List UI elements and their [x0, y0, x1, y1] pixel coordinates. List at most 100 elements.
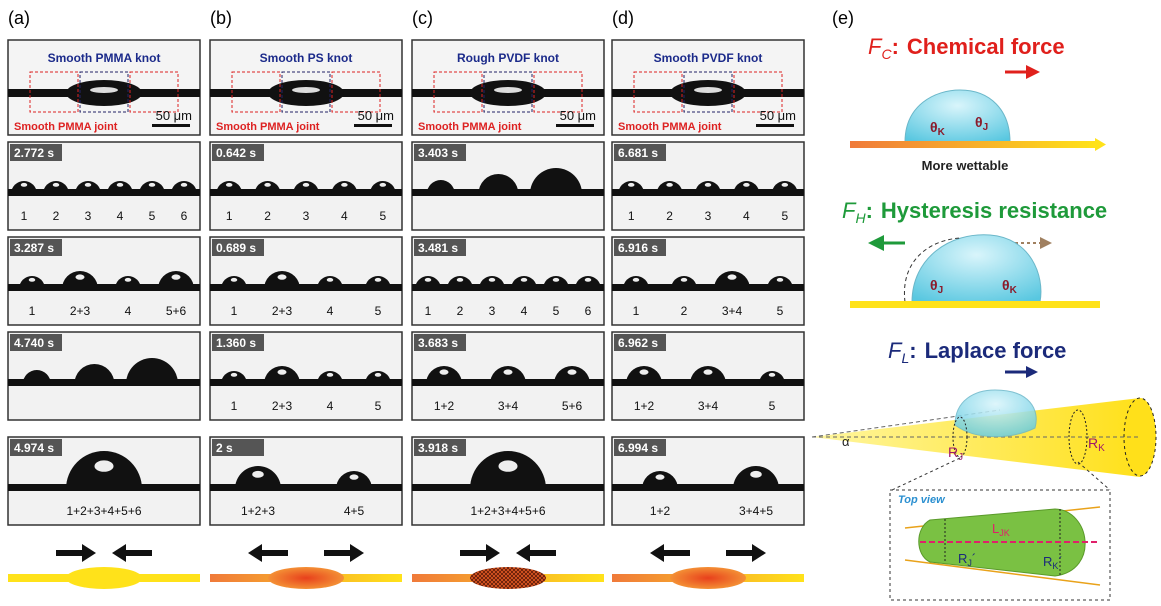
highlight: [90, 87, 118, 93]
droplet-label: 4: [521, 304, 528, 318]
droplet-label: 1+2+3: [241, 504, 275, 518]
highlight: [743, 183, 750, 187]
droplet-label: 3+4: [498, 399, 519, 413]
highlight: [95, 460, 114, 471]
droplet-label: 6: [585, 304, 592, 318]
highlight: [172, 274, 181, 279]
panel-label: (a): [8, 8, 30, 28]
highlight: [521, 278, 528, 282]
droplet-label: 2: [53, 209, 60, 223]
joint-label: Smooth PMMA joint: [14, 121, 118, 133]
droplet-label: 1: [633, 304, 640, 318]
arrow: [868, 235, 884, 251]
highlight: [341, 183, 348, 187]
force-title: FH:Hysteresis resistance: [842, 198, 1107, 226]
droplet-label: 1: [29, 304, 36, 318]
time-label: 0.642 s: [216, 146, 256, 160]
droplet-label: 2+3: [272, 304, 293, 318]
highlight: [21, 183, 28, 187]
time-label: 3.287 s: [14, 241, 54, 255]
highlight: [499, 460, 518, 471]
arrow: [650, 544, 664, 562]
highlight: [750, 471, 762, 478]
droplet-label: 1+2: [434, 399, 455, 413]
radius-label: RJ´: [958, 551, 976, 568]
time-label: 6.962 s: [618, 336, 658, 350]
joint-label: Smooth PMMA joint: [216, 121, 320, 133]
highlight: [728, 274, 737, 279]
highlight: [666, 183, 673, 187]
highlight: [29, 278, 36, 282]
scale-bar: [556, 124, 594, 127]
droplet-label: 3: [489, 304, 496, 318]
arrow: [752, 544, 766, 562]
arrow: [486, 544, 500, 562]
highlight: [252, 471, 264, 478]
scale-label: 50 μm: [156, 108, 192, 123]
time-label: 6.916 s: [618, 241, 658, 255]
droplet-label: 6: [181, 209, 188, 223]
panel-label: (d): [612, 8, 634, 28]
fiber: [850, 301, 1100, 308]
droplet-label: 2: [666, 209, 673, 223]
droplet-label: 2+3: [272, 399, 293, 413]
knot: [670, 567, 746, 589]
panel-e: (e) FC:Chemical force θK θJ More wettabl…: [812, 8, 1156, 600]
droplet-label: 1: [628, 209, 635, 223]
droplet-label: 5+6: [166, 304, 187, 318]
time-label: 4.740 s: [14, 336, 54, 350]
droplet-label: 5: [149, 209, 156, 223]
arrow: [1026, 366, 1038, 378]
joint-label: Smooth PMMA joint: [618, 121, 722, 133]
highlight: [303, 183, 310, 187]
droplet-label: 4: [743, 209, 750, 223]
droplet-label: 4: [125, 304, 132, 318]
droplet-label: 3+4: [722, 304, 743, 318]
scale-bar: [354, 124, 392, 127]
droplet-label: 3: [303, 209, 310, 223]
panel-label: (e): [832, 8, 854, 28]
knot: [268, 567, 344, 589]
droplet-label: 2: [264, 209, 271, 223]
knot-title: Smooth PS knot: [260, 51, 353, 65]
droplet-label: 1: [425, 304, 432, 318]
fiber: [850, 141, 1095, 148]
highlight: [231, 278, 238, 282]
droplet-label: 3: [85, 209, 92, 223]
time-label: 6.681 s: [618, 146, 658, 160]
arrow: [350, 544, 364, 562]
droplet-label: 4: [327, 399, 334, 413]
highlight: [656, 474, 665, 479]
droplet-label: 5: [553, 304, 560, 318]
highlight: [440, 369, 449, 374]
droplet-label: 1+2: [634, 399, 655, 413]
droplet-label: 3+4+5: [739, 504, 773, 518]
arrow: [1040, 237, 1052, 249]
droplet-label: 4: [327, 304, 334, 318]
knot: [470, 567, 546, 589]
highlight: [125, 278, 132, 282]
highlight: [231, 373, 238, 377]
time-label: 3.918 s: [418, 441, 458, 455]
panel-label: (c): [412, 8, 433, 28]
highlight: [53, 183, 60, 187]
droplet-label: 1+2: [650, 504, 671, 518]
droplet-label: 2: [457, 304, 464, 318]
droplet-label: 5: [769, 399, 776, 413]
highlight: [181, 183, 188, 187]
highlight: [694, 87, 722, 93]
time-label: 1.360 s: [216, 336, 256, 350]
highlight: [375, 278, 382, 282]
droplet-label: 4: [117, 209, 124, 223]
time-label: 3.481 s: [418, 241, 458, 255]
droplet-label: 2+3: [70, 304, 91, 318]
highlight: [350, 474, 359, 479]
droplet-label: 3+4: [698, 399, 719, 413]
droplet-label: 2: [681, 304, 688, 318]
force-title: FL:Laplace force: [888, 338, 1066, 366]
highlight: [504, 369, 513, 374]
time-label: 3.403 s: [418, 146, 458, 160]
guide: [892, 458, 960, 490]
droplet-label: 5: [781, 209, 788, 223]
droplet-label: 1+2+3+4+5+6: [470, 504, 545, 518]
